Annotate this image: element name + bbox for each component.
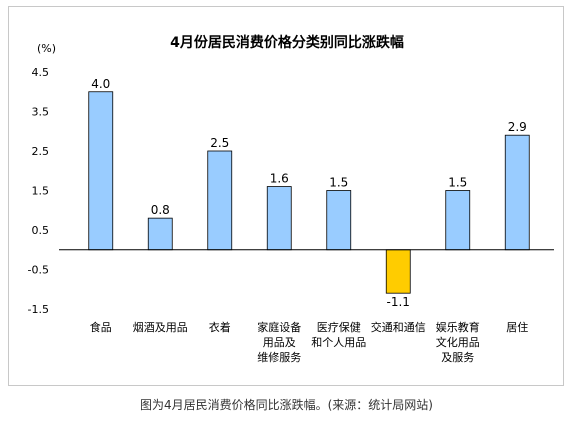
bar — [88, 91, 114, 251]
data-labels: 4.0 0.8 2.5 1.6 1.5 -1.1 1.5 2.9 — [91, 77, 527, 309]
bar — [326, 190, 352, 251]
category-label: 及服务 — [441, 351, 474, 364]
category-label: 交通和通信 — [371, 320, 426, 334]
bar-value-label: 1.5 — [329, 176, 348, 190]
bar — [207, 150, 233, 251]
figure-caption: 图为4月居民消费价格同比涨跌幅。(来源：统计局网站) — [139, 398, 433, 412]
bar-value-label: 0.8 — [151, 203, 170, 217]
bar-value-label: 1.6 — [270, 172, 289, 186]
category-label: 娱乐教育 — [436, 320, 480, 334]
category-label: 医疗保健 — [317, 320, 361, 334]
bar — [266, 186, 292, 251]
y-tick-label: 4.5 — [32, 66, 50, 79]
bar — [504, 134, 530, 251]
bar — [147, 217, 173, 251]
bar-value-label: -1.1 — [387, 295, 410, 309]
category-label: 文化用品 — [436, 335, 480, 349]
category-label: 食品 — [90, 320, 112, 334]
y-tick-label: -1.5 — [28, 303, 49, 316]
bar-value-label: 4.0 — [91, 77, 110, 91]
y-axis: 4.5 3.5 2.5 1.5 0.5 -0.5 -1.5 — [28, 66, 49, 316]
y-tick-label: 3.5 — [32, 106, 50, 119]
y-tick-label: -0.5 — [28, 264, 49, 277]
chart-frame: 4月份居民消费价格分类别同比涨跌幅 (%) 4.5 3.5 2.5 1.5 0.5 -0.… — [8, 6, 564, 386]
bar-value-label: 1.5 — [448, 176, 467, 190]
y-tick-label: 1.5 — [32, 185, 50, 198]
y-axis-unit-label: (%) — [37, 42, 56, 55]
category-label: 居住 — [506, 320, 528, 334]
bar-value-label: 2.5 — [210, 136, 229, 150]
category-label: 用品及 — [263, 336, 296, 349]
category-label: 家庭设备 — [257, 320, 301, 334]
category-label: 维修服务 — [257, 350, 301, 364]
bar-series — [88, 91, 530, 294]
y-tick-label: 2.5 — [32, 145, 50, 158]
bar — [385, 249, 411, 294]
chart-title: 4月份居民消费价格分类别同比涨跌幅 — [170, 34, 404, 51]
category-label: 衣着 — [209, 320, 231, 334]
category-label: 和个人用品 — [311, 336, 366, 349]
bar-value-label: 2.9 — [508, 120, 527, 134]
bar-chart: 4月份居民消费价格分类别同比涨跌幅 (%) 4.5 3.5 2.5 1.5 0.5 -0.… — [28, 34, 554, 364]
bar — [445, 190, 471, 251]
y-tick-label: 0.5 — [32, 224, 50, 237]
category-label: 烟酒及用品 — [133, 320, 188, 334]
